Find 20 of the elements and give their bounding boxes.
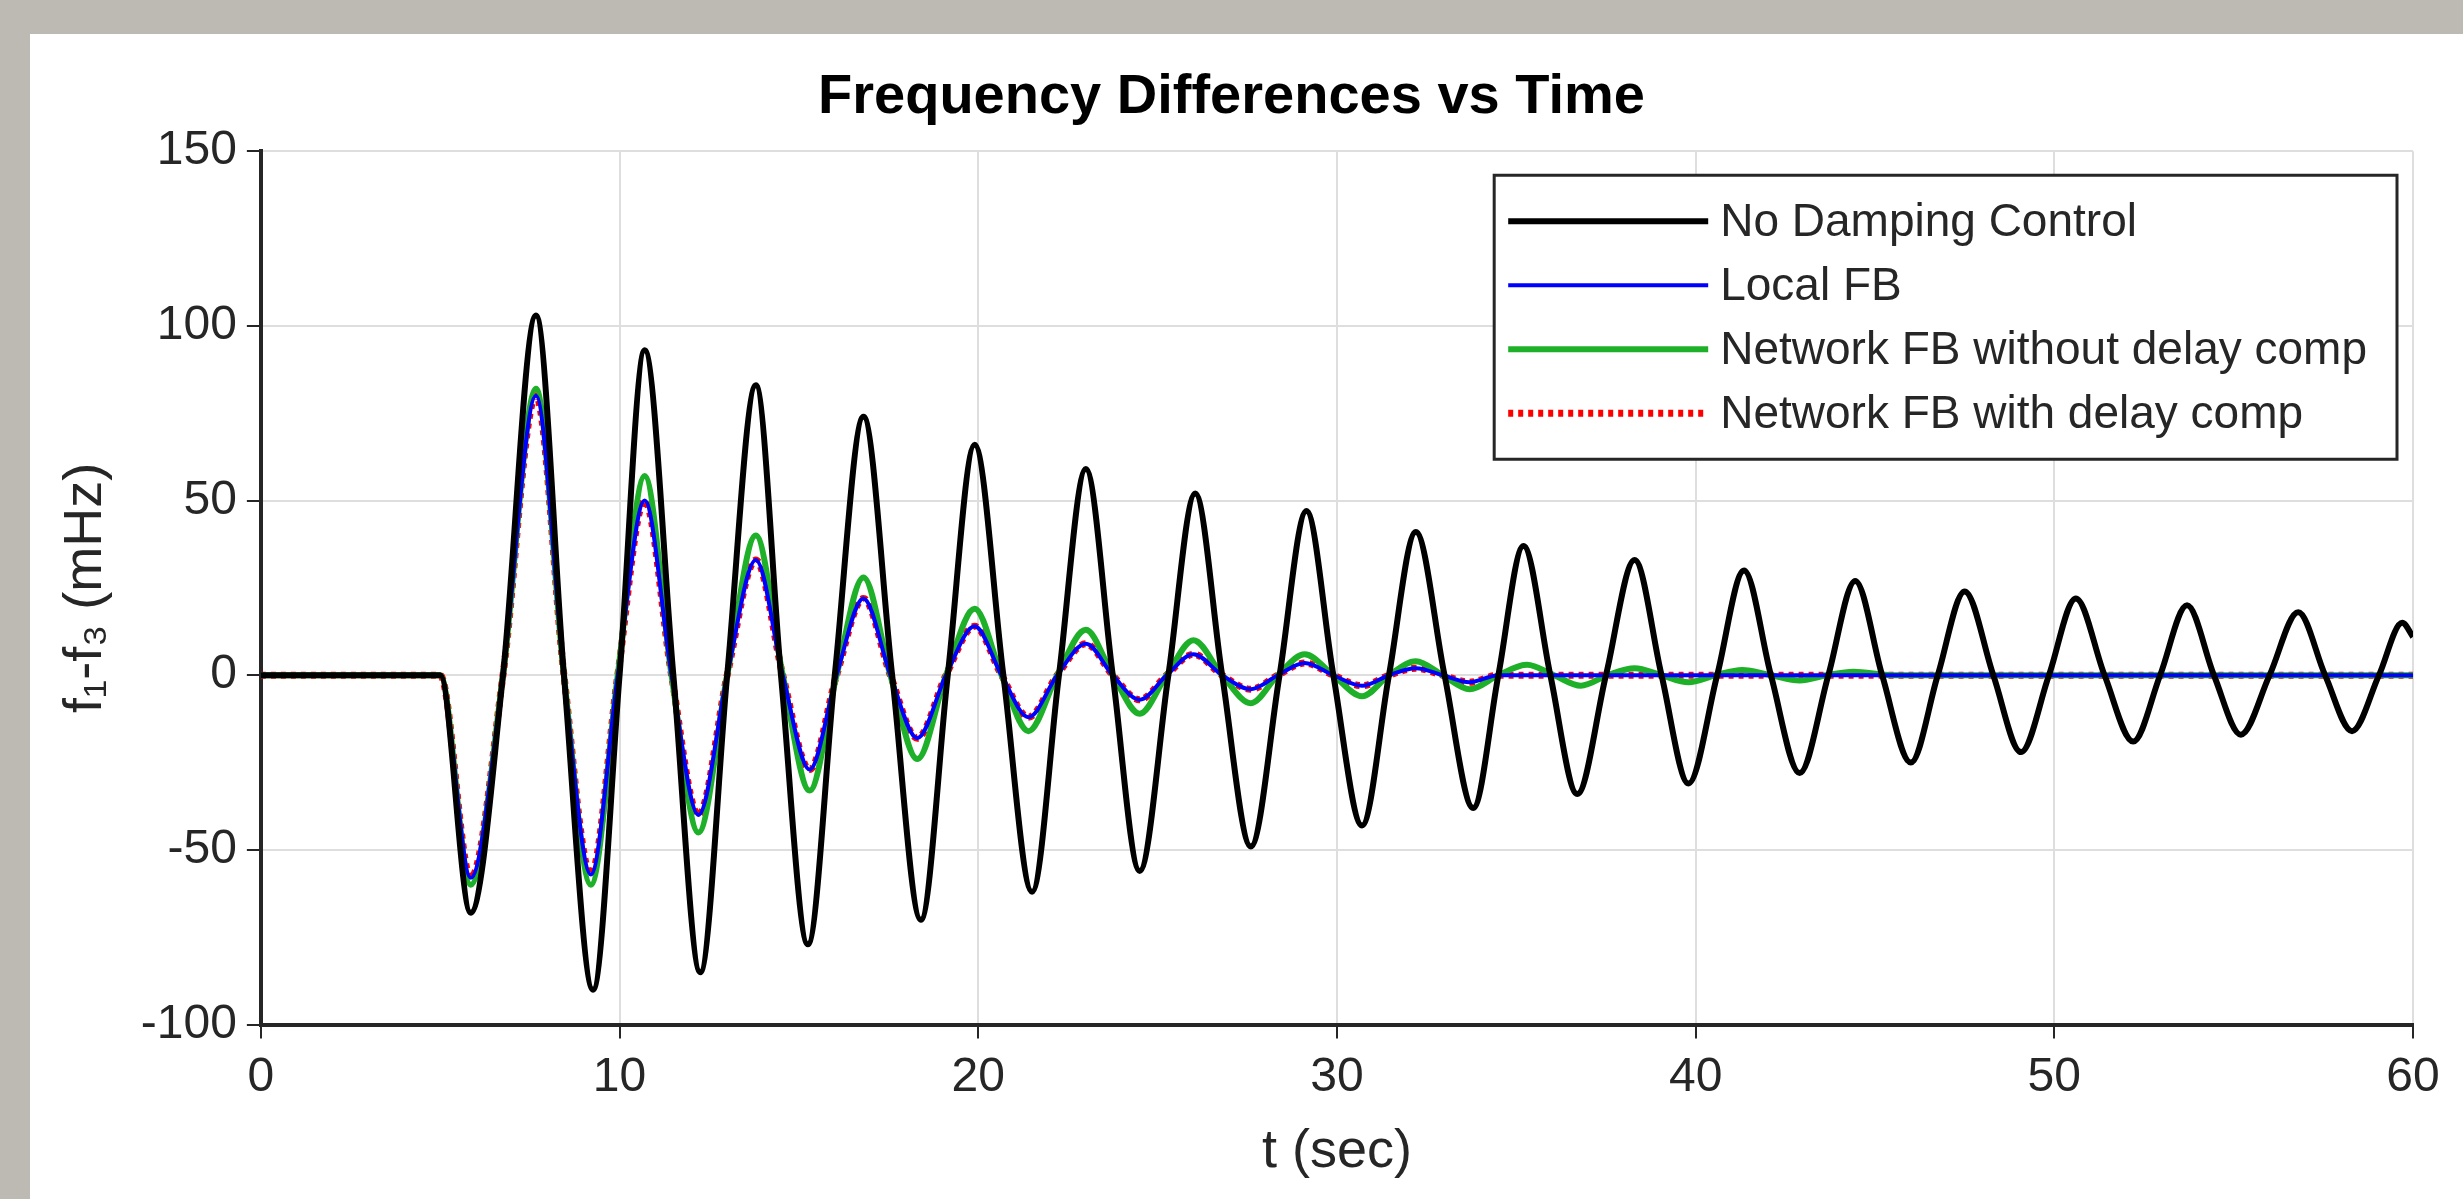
y-tick-label: 0 (210, 645, 237, 699)
x-tick-label: 10 (592, 1047, 647, 1101)
x-tick-label: 0 (247, 1047, 275, 1101)
x-tick-label: 40 (1668, 1047, 1723, 1101)
y-tick-label: 150 (156, 121, 237, 175)
y-tick-label: 100 (156, 296, 237, 350)
x-axis-title: t (sec) (1261, 1118, 1412, 1179)
y-tick-label: -50 (167, 820, 237, 874)
y-tick-label: -100 (140, 994, 237, 1048)
legend-label: Network FB with delay comp (1720, 385, 2304, 438)
legend-label: No Damping Control (1720, 193, 2137, 246)
x-tick-label: 60 (2386, 1047, 2440, 1101)
legend-label: Network FB without delay comp (1720, 321, 2367, 374)
legend-label: Local FB (1720, 257, 1902, 310)
x-tick-label: 20 (951, 1047, 1005, 1101)
y-tick-label: 50 (183, 470, 237, 524)
y-axis-title: f₁-f₃ (mHz) (52, 462, 113, 713)
chart-title: Frequency Differences vs Time (818, 62, 1645, 126)
x-tick-label: 50 (2027, 1047, 2082, 1101)
x-tick-label: 30 (1310, 1047, 1364, 1101)
